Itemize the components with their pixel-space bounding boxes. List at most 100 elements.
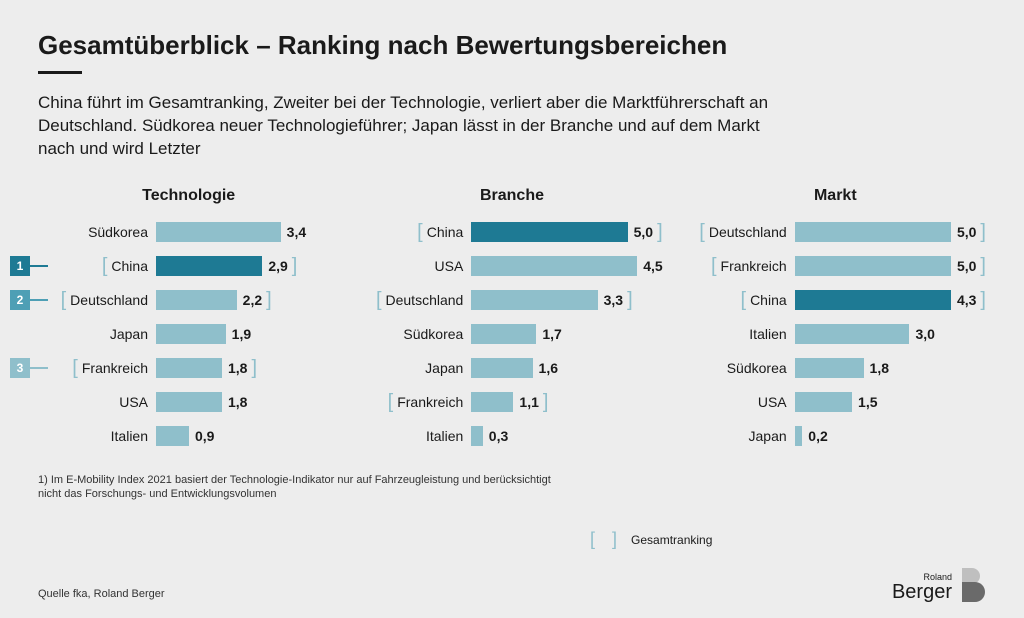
bar-col: 0,3: [471, 426, 662, 446]
bar: [156, 358, 222, 378]
bar-label: Japan: [110, 326, 148, 342]
bar-row: Südkorea 3,4: [46, 215, 339, 249]
bracket-left-icon: [: [699, 222, 705, 242]
rank-connector: [30, 299, 48, 301]
bar-value: 1,8: [228, 394, 247, 410]
bracket-left-icon: [: [741, 290, 747, 310]
bar-label: China: [427, 224, 464, 240]
bar-col: 3,0: [795, 324, 986, 344]
chart-rows: Südkorea3,41[China2,9]2[Deutschland2,2]J…: [38, 215, 339, 453]
bracket-right-icon: ]: [980, 222, 986, 242]
charts-container: TechnologieSüdkorea3,41[China2,9]2[Deuts…: [38, 187, 986, 453]
bar-row: 1[China2,9]: [46, 249, 339, 283]
bar: [156, 392, 222, 412]
bar-col: 1,1]: [471, 392, 662, 412]
chart-title: Markt: [685, 187, 986, 205]
subtitle: China führt im Gesamtranking, Zweiter be…: [38, 92, 798, 161]
bar-label-col: 3[Frankreich: [46, 358, 156, 378]
bracket-right-icon: ]: [266, 290, 272, 310]
bracket-right-icon: ]: [657, 222, 663, 242]
bar-value: 2,9: [268, 258, 287, 274]
bar: [471, 358, 532, 378]
bar-label-col: [China: [685, 290, 795, 310]
page-title: Gesamtüberblick – Ranking nach Bewertung…: [38, 30, 986, 61]
bar-value: 5,0: [957, 258, 976, 274]
bar-label-col: USA: [685, 394, 795, 410]
bar-label: Italien: [111, 428, 148, 444]
bar-label: USA: [435, 258, 464, 274]
bar-row: 3[Frankreich1,8]: [46, 351, 339, 385]
bar-label: Deutschland: [70, 292, 148, 308]
bar-col: 1,7: [471, 324, 662, 344]
bar: [795, 426, 803, 446]
bracket-left-icon: [: [376, 290, 382, 310]
bar-col: 1,8]: [156, 358, 339, 378]
bar-label: Japan: [425, 360, 463, 376]
bar-row: USA1,5: [685, 385, 986, 419]
bar: [471, 256, 637, 276]
bar-label-col: Japan: [361, 360, 471, 376]
bar-row: Japan 1,6: [361, 351, 662, 385]
bar: [795, 392, 852, 412]
bar-col: 1,6: [471, 358, 662, 378]
bar-row: Italien 0,3: [361, 419, 662, 453]
legend: [ ] Gesamtranking: [590, 529, 712, 550]
bar-label-col: [China: [361, 222, 471, 242]
bar-label: Deutschland: [709, 224, 787, 240]
chart-2: Markt[Deutschland5,0][Frankreich5,0][Chi…: [685, 187, 986, 453]
bracket-left-icon: [: [72, 358, 78, 378]
bar-value: 1,6: [539, 360, 558, 376]
bar-value: 4,3: [957, 292, 976, 308]
bar-row: [Deutschland 3,3]: [361, 283, 662, 317]
bar-label-col: Südkorea: [46, 224, 156, 240]
bar-value: 3,4: [287, 224, 306, 240]
rank-connector: [30, 265, 48, 267]
bar-label: Frankreich: [721, 258, 787, 274]
bar-label: Italien: [426, 428, 463, 444]
bar: [156, 290, 237, 310]
bar-label-col: Japan: [46, 326, 156, 342]
bracket-left-icon: [: [711, 256, 717, 276]
bar-row: [Deutschland5,0]: [685, 215, 986, 249]
bar-col: 0,2: [795, 426, 986, 446]
bar-col: 0,9: [156, 426, 339, 446]
bar-col: 1,8: [795, 358, 986, 378]
bar-value: 4,5: [643, 258, 662, 274]
bar-label-col: Japan: [685, 428, 795, 444]
bar: [795, 256, 951, 276]
bar-label-col: [Frankreich: [685, 256, 795, 276]
bar: [795, 222, 951, 242]
bar-label: Deutschland: [386, 292, 464, 308]
bracket-right-icon: ]: [980, 256, 986, 276]
bar-col: 5,0]: [471, 222, 662, 242]
bar: [156, 426, 189, 446]
bar: [156, 222, 281, 242]
bar-label-col: Italien: [685, 326, 795, 342]
chart-title: Technologie: [38, 187, 339, 205]
bar-value: 0,2: [808, 428, 827, 444]
bar-row: Italien 3,0: [685, 317, 986, 351]
bar-label: Frankreich: [82, 360, 148, 376]
bar-value: 3,3: [604, 292, 623, 308]
bar-col: 2,2]: [156, 290, 339, 310]
bracket-right-icon: ]: [251, 358, 257, 378]
logo-big: Berger: [892, 581, 952, 603]
rank-badge: 3: [10, 358, 30, 378]
bar-col: 4,3]: [795, 290, 986, 310]
bar: [471, 392, 513, 412]
bracket-right-icon: ]: [980, 290, 986, 310]
bracket-right-icon: ]: [627, 290, 633, 310]
bar-label-col: Südkorea: [361, 326, 471, 342]
bar-value: 1,9: [232, 326, 251, 342]
bar-label-col: USA: [46, 394, 156, 410]
bar: [156, 256, 262, 276]
bar-row: USA 4,5: [361, 249, 662, 283]
bar-value: 0,9: [195, 428, 214, 444]
rank-connector: [30, 367, 48, 369]
bar-value: 1,1: [519, 394, 538, 410]
bar-row: [Frankreich 5,0]: [685, 249, 986, 283]
bar-value: 3,0: [915, 326, 934, 342]
bar-label-col: [Deutschland: [361, 290, 471, 310]
bar-label-col: 1[China: [46, 256, 156, 276]
bar-col: 3,4: [156, 222, 339, 242]
